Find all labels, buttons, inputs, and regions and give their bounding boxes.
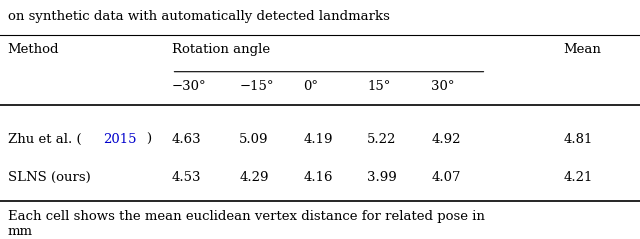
Text: 3.99: 3.99 [367, 171, 397, 184]
Text: 4.16: 4.16 [303, 171, 333, 184]
Text: −15°: −15° [239, 80, 274, 93]
Text: 4.07: 4.07 [431, 171, 461, 184]
Text: Mean: Mean [563, 43, 601, 56]
Text: 5.22: 5.22 [367, 133, 397, 146]
Text: Each cell shows the mean euclidean vertex distance for related pose in
mm: Each cell shows the mean euclidean verte… [8, 210, 484, 238]
Text: 5.09: 5.09 [239, 133, 269, 146]
Text: ): ) [146, 133, 151, 146]
Text: 30°: 30° [431, 80, 455, 93]
Text: 4.53: 4.53 [172, 171, 201, 184]
Text: 0°: 0° [303, 80, 318, 93]
Text: on synthetic data with automatically detected landmarks: on synthetic data with automatically det… [8, 10, 390, 22]
Text: 4.21: 4.21 [563, 171, 593, 184]
Text: Method: Method [8, 43, 59, 56]
Text: 4.81: 4.81 [563, 133, 593, 146]
Text: Rotation angle: Rotation angle [172, 43, 269, 56]
Text: 2015: 2015 [102, 133, 136, 146]
Text: 4.63: 4.63 [172, 133, 201, 146]
Text: 4.92: 4.92 [431, 133, 461, 146]
Text: 4.19: 4.19 [303, 133, 333, 146]
Text: −30°: −30° [172, 80, 206, 93]
Text: 4.29: 4.29 [239, 171, 269, 184]
Text: 15°: 15° [367, 80, 391, 93]
Text: SLNS (ours): SLNS (ours) [8, 171, 90, 184]
Text: Zhu et al. (: Zhu et al. ( [8, 133, 81, 146]
